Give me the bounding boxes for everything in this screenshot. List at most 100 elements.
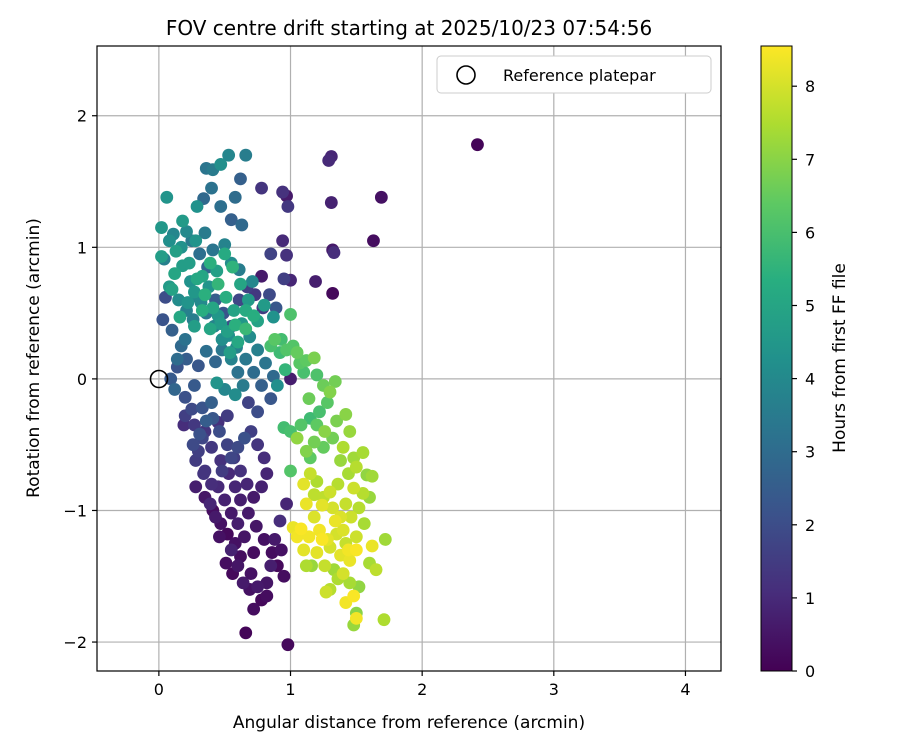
legend-entry-label: Reference platepar [503, 66, 656, 85]
data-point [220, 409, 234, 423]
y-tick-label: 1 [77, 238, 87, 257]
data-point [227, 304, 241, 317]
data-point [318, 425, 332, 438]
data-point [193, 427, 207, 441]
data-point [349, 611, 363, 625]
data-point [241, 396, 255, 409]
x-tick-label: 1 [285, 680, 295, 699]
data-point [374, 190, 388, 204]
data-point [181, 296, 195, 309]
data-point [206, 301, 220, 315]
data-point [235, 218, 249, 232]
data-point [205, 440, 218, 454]
data-point [188, 285, 201, 299]
data-point [280, 248, 293, 262]
data-point [160, 190, 174, 204]
data-point [324, 196, 338, 209]
data-point [178, 333, 192, 346]
data-point [365, 539, 379, 553]
data-point [297, 543, 311, 557]
data-point [205, 477, 218, 491]
data-point [185, 402, 199, 416]
legend-marker [456, 65, 476, 85]
data-point [471, 138, 484, 152]
data-point [218, 247, 232, 261]
data-point [323, 485, 337, 499]
data-point [215, 464, 229, 478]
data-point [231, 559, 245, 573]
data-point [199, 344, 213, 358]
colorbar-ticks: 0 1 2 3 4 5 6 7 8 [792, 77, 815, 681]
data-point [178, 390, 192, 404]
data-points [155, 138, 484, 652]
data-point [165, 283, 179, 296]
data-point [244, 567, 258, 581]
data-point [369, 563, 383, 577]
data-point [260, 467, 274, 481]
data-point [263, 288, 276, 302]
data-point [239, 352, 253, 366]
data-point [206, 243, 220, 257]
data-point [336, 567, 350, 581]
data-point [190, 200, 204, 213]
data-point [290, 431, 304, 445]
data-point [273, 514, 287, 528]
data-point [205, 181, 218, 195]
data-point [290, 346, 304, 359]
data-point [294, 522, 308, 536]
data-point [199, 414, 213, 428]
chart-title: FOV centre drift starting at 2025/10/23 … [166, 16, 652, 40]
data-point [302, 530, 316, 544]
colorbar-tick-label: 1 [805, 589, 815, 608]
colorbar-gradient [760, 45, 793, 672]
data-point [276, 234, 290, 248]
data-point [219, 556, 233, 570]
data-point [284, 308, 297, 321]
data-point [307, 351, 321, 365]
data-point [299, 497, 313, 511]
data-point [278, 363, 292, 377]
data-point [213, 425, 226, 438]
data-point [182, 256, 196, 270]
data-point [238, 431, 251, 445]
data-point [239, 322, 253, 336]
data-point [241, 293, 255, 307]
grid-lines [97, 46, 721, 671]
data-point [336, 523, 350, 537]
data-point [339, 497, 353, 511]
colorbar-tick-label: 3 [805, 443, 815, 462]
data-point [218, 493, 232, 507]
y-tick-label: 0 [77, 370, 87, 389]
data-point [352, 501, 366, 515]
x-tick-label: 0 [154, 680, 164, 699]
data-point [347, 481, 361, 495]
colorbar: 0 1 2 3 4 5 6 7 8 Hours from first FF file [760, 45, 850, 681]
data-point [247, 546, 261, 559]
data-point [234, 464, 247, 478]
colorbar-tick-label: 6 [805, 223, 815, 242]
data-point [188, 319, 201, 333]
data-point [195, 304, 209, 317]
colorbar-tick-label: 4 [805, 370, 815, 389]
data-point [193, 247, 207, 261]
data-point [264, 392, 278, 406]
data-point [251, 405, 265, 419]
data-point [257, 298, 271, 312]
data-point [247, 490, 261, 504]
data-point [188, 379, 201, 392]
data-point [247, 309, 261, 323]
data-point [356, 446, 370, 459]
data-point [231, 365, 245, 379]
data-point [239, 148, 253, 162]
data-point [224, 543, 238, 557]
y-tick-label: −1 [63, 501, 87, 520]
colorbar-label: Hours from first FF file [830, 263, 850, 453]
data-point [343, 554, 357, 567]
data-point [186, 438, 200, 452]
x-tick-label: 4 [680, 680, 690, 699]
colorbar-tick-label: 7 [805, 150, 815, 169]
data-point [190, 272, 204, 286]
data-point [170, 352, 184, 366]
data-point [270, 379, 284, 392]
data-point [365, 469, 379, 483]
